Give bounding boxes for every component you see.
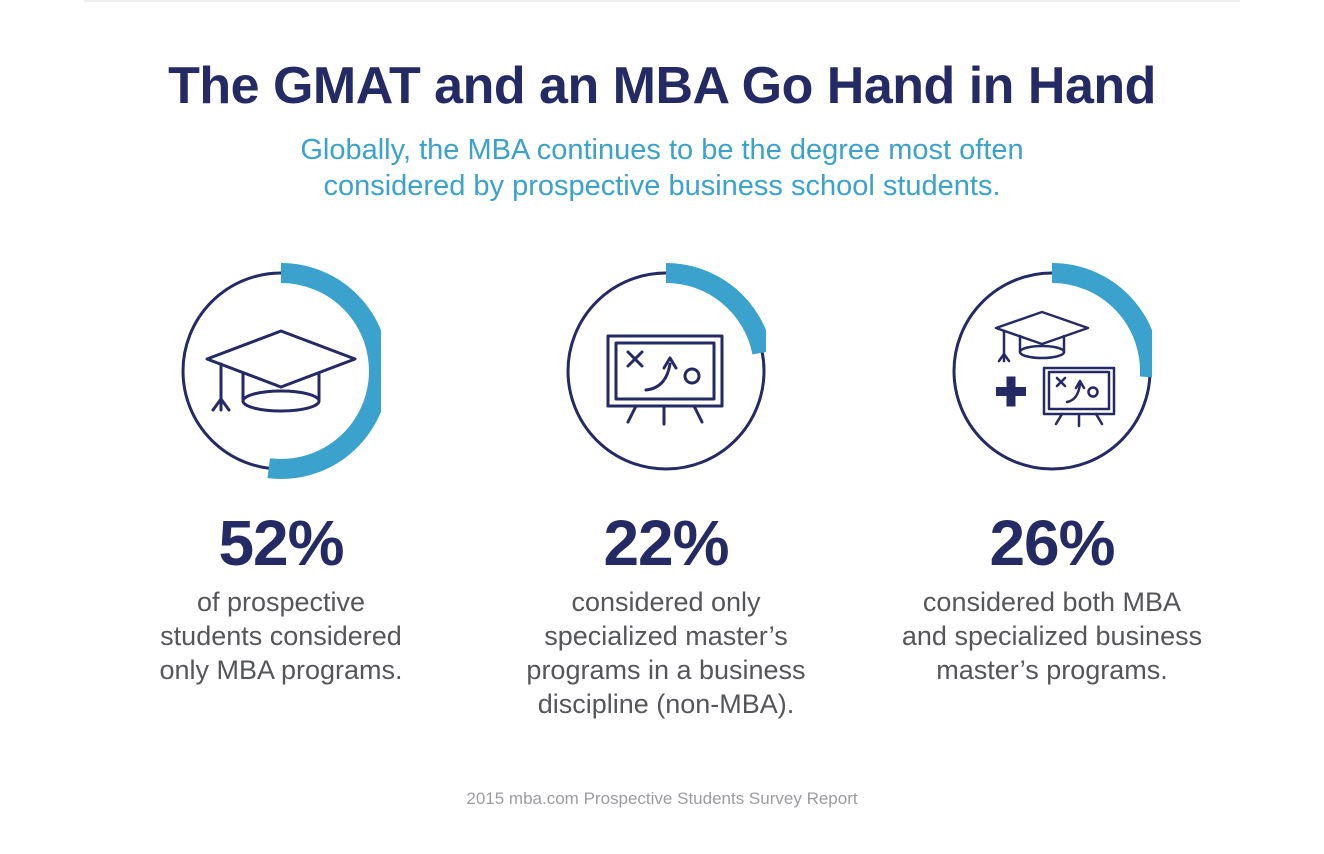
graduation-cap-icon xyxy=(205,329,357,413)
caption-line: programs in a business xyxy=(526,655,806,685)
strategy-board-icon xyxy=(606,334,724,426)
caption-line: specialized master’s xyxy=(544,621,788,651)
subtitle: Globally, the MBA continues to be the de… xyxy=(212,132,1112,204)
source-note: 2015 mba.com Prospective Students Survey… xyxy=(466,789,858,808)
caption-line: discipline (non-MBA). xyxy=(537,689,795,719)
percent-ring xyxy=(181,263,381,479)
stat-caption: considered only specialized master’s pro… xyxy=(476,585,856,721)
caption-line: of prospective xyxy=(196,587,366,617)
stat-value: 22% xyxy=(603,507,729,579)
ring-arc xyxy=(267,263,381,479)
percent-ring xyxy=(952,263,1152,471)
cap-plus-board-icon xyxy=(994,310,1116,428)
percent-ring xyxy=(566,263,766,471)
stat-value: 26% xyxy=(989,507,1115,579)
ring-arc xyxy=(665,263,766,355)
subtitle-line: Globally, the MBA continues to be the de… xyxy=(300,134,1024,166)
stat-caption: considered both MBA and specialized busi… xyxy=(862,585,1242,687)
subtitle-line: considered by prospective business schoo… xyxy=(323,170,1001,202)
page-title: The GMAT and an MBA Go Hand in Hand xyxy=(168,57,1156,115)
caption-line: and specialized business xyxy=(901,621,1203,651)
top-divider xyxy=(84,0,1240,2)
stat-caption: of prospective students considered only … xyxy=(91,585,471,687)
caption-line: considered only xyxy=(571,587,761,617)
caption-line: students considered xyxy=(160,621,402,651)
caption-line: only MBA programs. xyxy=(159,655,403,685)
ring-arc xyxy=(1051,263,1152,378)
plus-icon xyxy=(996,376,1026,407)
caption-line: master’s programs. xyxy=(936,655,1168,685)
caption-line: considered both MBA xyxy=(922,587,1182,617)
stat-value: 52% xyxy=(218,507,344,579)
